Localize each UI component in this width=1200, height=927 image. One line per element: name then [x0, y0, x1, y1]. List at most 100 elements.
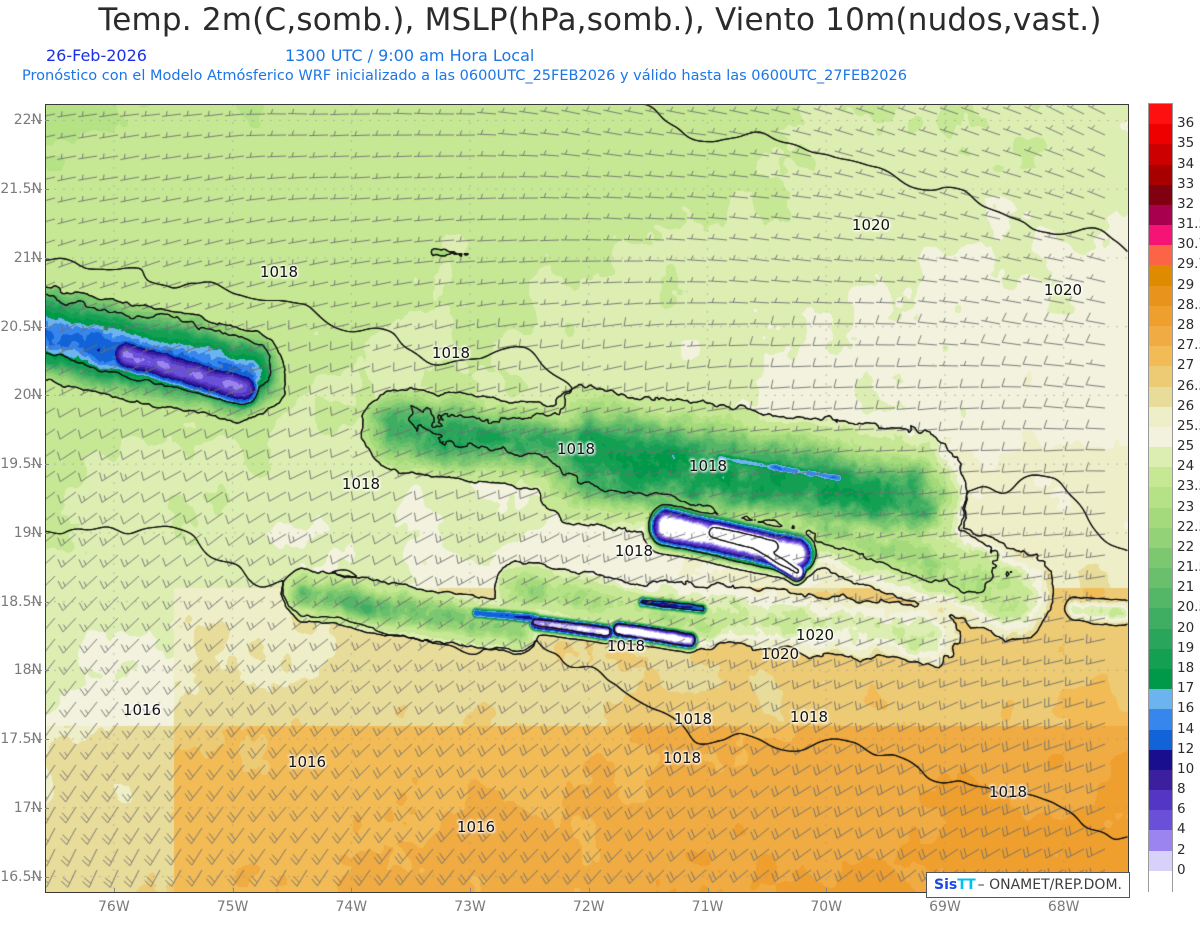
colorbar-swatch: [1149, 406, 1172, 428]
colorbar-tick-label: 6: [1177, 801, 1186, 818]
lat-tick-mark: [38, 395, 42, 397]
colorbar-tick-label: 21: [1177, 579, 1195, 596]
lat-tick-mark: [38, 532, 42, 534]
colorbar-tick-label: 19: [1177, 639, 1195, 656]
colorbar-swatch: [1149, 124, 1172, 145]
colorbar-swatch: [1149, 769, 1172, 791]
lat-tick-mark: [45, 257, 49, 259]
lon-tick-mark: [470, 888, 472, 892]
map-raster-canvas: [45, 104, 1129, 893]
lat-tick-mark: [38, 189, 42, 191]
lon-tick-label: 73W: [454, 899, 486, 915]
lat-tick-mark: [38, 876, 42, 878]
isobar-label: 1018: [614, 542, 654, 560]
lon-tick-label: 68W: [1047, 899, 1080, 915]
lat-tick-mark: [45, 395, 49, 397]
lat-tick-mark: [38, 257, 42, 259]
colorbar-swatch: [1149, 507, 1172, 529]
lat-tick-mark: [45, 876, 49, 878]
colorbar-swatch: [1149, 265, 1172, 287]
lat-tick-label: 19.5N: [0, 456, 42, 473]
colorbar-swatch: [1149, 830, 1172, 852]
lat-tick-mark: [45, 532, 49, 534]
lat-tick-mark: [38, 739, 42, 741]
isobar-label: 1016: [122, 701, 162, 719]
lat-tick-label: 21.5N: [0, 181, 42, 198]
colorbar-swatch: [1149, 447, 1172, 468]
colorbar-tick-label: 26.5: [1177, 377, 1200, 394]
colorbar-swatch: [1149, 325, 1172, 347]
lat-tick-mark: [45, 326, 49, 328]
lat-tick-label: 18N: [13, 662, 42, 679]
colorbar-swatch: [1149, 184, 1172, 206]
lon-tick-mark: [707, 888, 709, 892]
colorbar-tick-label: 22: [1177, 538, 1195, 555]
colorbar-tick-label: 31.5: [1177, 216, 1200, 233]
colorbar-swatch: [1149, 204, 1172, 226]
attribution-brand-sis: Sis: [934, 877, 958, 893]
colorbar-swatch: [1149, 729, 1172, 751]
lat-tick-label: 20.5N: [0, 318, 42, 335]
isobar-label: 1018: [988, 783, 1028, 801]
colorbar-swatch: [1149, 588, 1172, 610]
colorbar-swatch: [1149, 305, 1172, 327]
lat-tick-mark: [45, 464, 49, 466]
lat-tick-mark: [31, 257, 35, 259]
colorbar-tick-label: 30.7: [1177, 236, 1200, 253]
lat-tick-mark: [38, 670, 42, 672]
colorbar-tick-label: 27.5: [1177, 337, 1200, 354]
isobar-label: 1018: [673, 710, 713, 728]
colorbar-swatch: [1149, 568, 1172, 589]
lat-tick-label: 22N: [13, 112, 42, 129]
colorbar-tick-label: 18: [1177, 660, 1195, 677]
colorbar-tick-label: 17: [1177, 680, 1195, 697]
colorbar-tick-label: 20: [1177, 619, 1195, 636]
colorbar-swatch: [1149, 366, 1172, 388]
colorbar-swatch: [1149, 487, 1172, 509]
colorbar-tick-label: 4: [1177, 821, 1186, 838]
colorbar-tick-label: 14: [1177, 720, 1195, 737]
lat-tick-mark: [31, 739, 35, 741]
lon-tick-label: 74W: [335, 899, 368, 915]
attribution-badge: Sis TT – ONAMET/REP.DOM.: [926, 872, 1130, 898]
colorbar-swatch: [1149, 810, 1172, 832]
lat-tick-mark: [38, 464, 42, 466]
weather-map[interactable]: 1018 1020 1020 1018 1018 1018 1018 1018 1018 1020…: [45, 104, 1129, 893]
colorbar-swatch: [1149, 547, 1172, 569]
lon-tick-mark: [113, 888, 115, 892]
colorbar-swatch: [1149, 790, 1172, 811]
isobar-label: 1018: [259, 263, 299, 281]
colorbar-tick-label: 2: [1177, 841, 1186, 858]
lat-tick-mark: [38, 326, 42, 328]
colorbar-swatch: [1149, 628, 1172, 650]
colorbar-tick-label: 25: [1177, 438, 1195, 455]
colorbar-tick-label: 33: [1177, 175, 1195, 192]
attribution-brand-tt: TT: [957, 877, 975, 893]
colorbar-tick-label: 0: [1177, 861, 1186, 878]
colorbar-swatch: [1149, 346, 1172, 367]
lat-tick-mark: [45, 601, 49, 603]
colorbar-tick-label: 28.5: [1177, 296, 1200, 313]
isobar-label: 1020: [1043, 281, 1083, 299]
colorbar-swatch: [1149, 709, 1172, 731]
lon-tick-mark: [588, 888, 590, 892]
isobar-label: 1018: [431, 344, 471, 362]
temperature-colorbar[interactable]: [1148, 103, 1173, 892]
colorbar-swatch: [1149, 386, 1172, 408]
colorbar-tick-label: 24: [1177, 458, 1195, 475]
lat-tick-label: 21N: [13, 249, 42, 266]
lon-tick-label: 69W: [929, 899, 961, 915]
colorbar-tick-label: 8: [1177, 781, 1186, 798]
colorbar-tick-label: 27: [1177, 357, 1195, 374]
colorbar-swatch: [1149, 245, 1172, 267]
colorbar-tick-label: 35: [1177, 135, 1195, 152]
lat-tick-mark: [31, 120, 35, 122]
colorbar-swatch: [1149, 870, 1172, 892]
colorbar-swatch: [1149, 749, 1172, 771]
lat-tick-mark: [31, 601, 35, 603]
colorbar-swatch: [1149, 104, 1172, 125]
lat-tick-mark: [38, 807, 42, 809]
lon-tick-label: 75W: [216, 899, 249, 915]
colorbar-swatch: [1149, 426, 1172, 448]
colorbar-swatch: [1149, 689, 1172, 710]
